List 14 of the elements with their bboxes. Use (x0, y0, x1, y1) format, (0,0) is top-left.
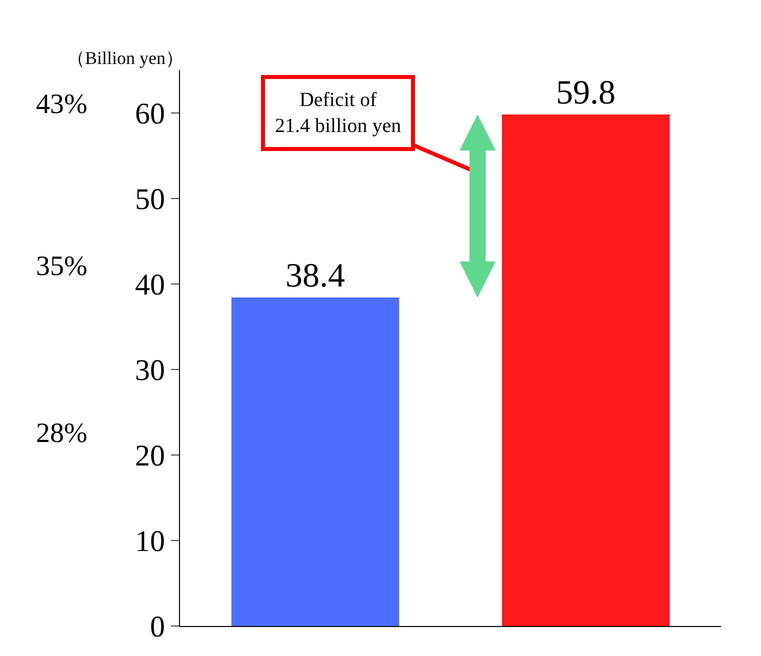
y-axis-title: （Billion yen） (67, 48, 184, 68)
text: 35% (36, 251, 88, 282)
data-label: 38.4 (286, 258, 346, 295)
text: 28% (36, 418, 88, 449)
y-tick-label: 20 (135, 439, 165, 472)
data-label: 59.8 (556, 74, 616, 112)
y-tick-label: 40 (135, 268, 165, 302)
y-tick-label: 60 (135, 97, 165, 130)
y-tick-label: 0 (150, 610, 165, 644)
y-tick-label: 10 (135, 524, 165, 558)
text: 43% (36, 89, 88, 120)
y-tick-label: 50 (135, 182, 165, 216)
y-tick-label: 30 (135, 354, 165, 387)
annotation: Deficit of 21.4 billion yen (275, 89, 402, 137)
